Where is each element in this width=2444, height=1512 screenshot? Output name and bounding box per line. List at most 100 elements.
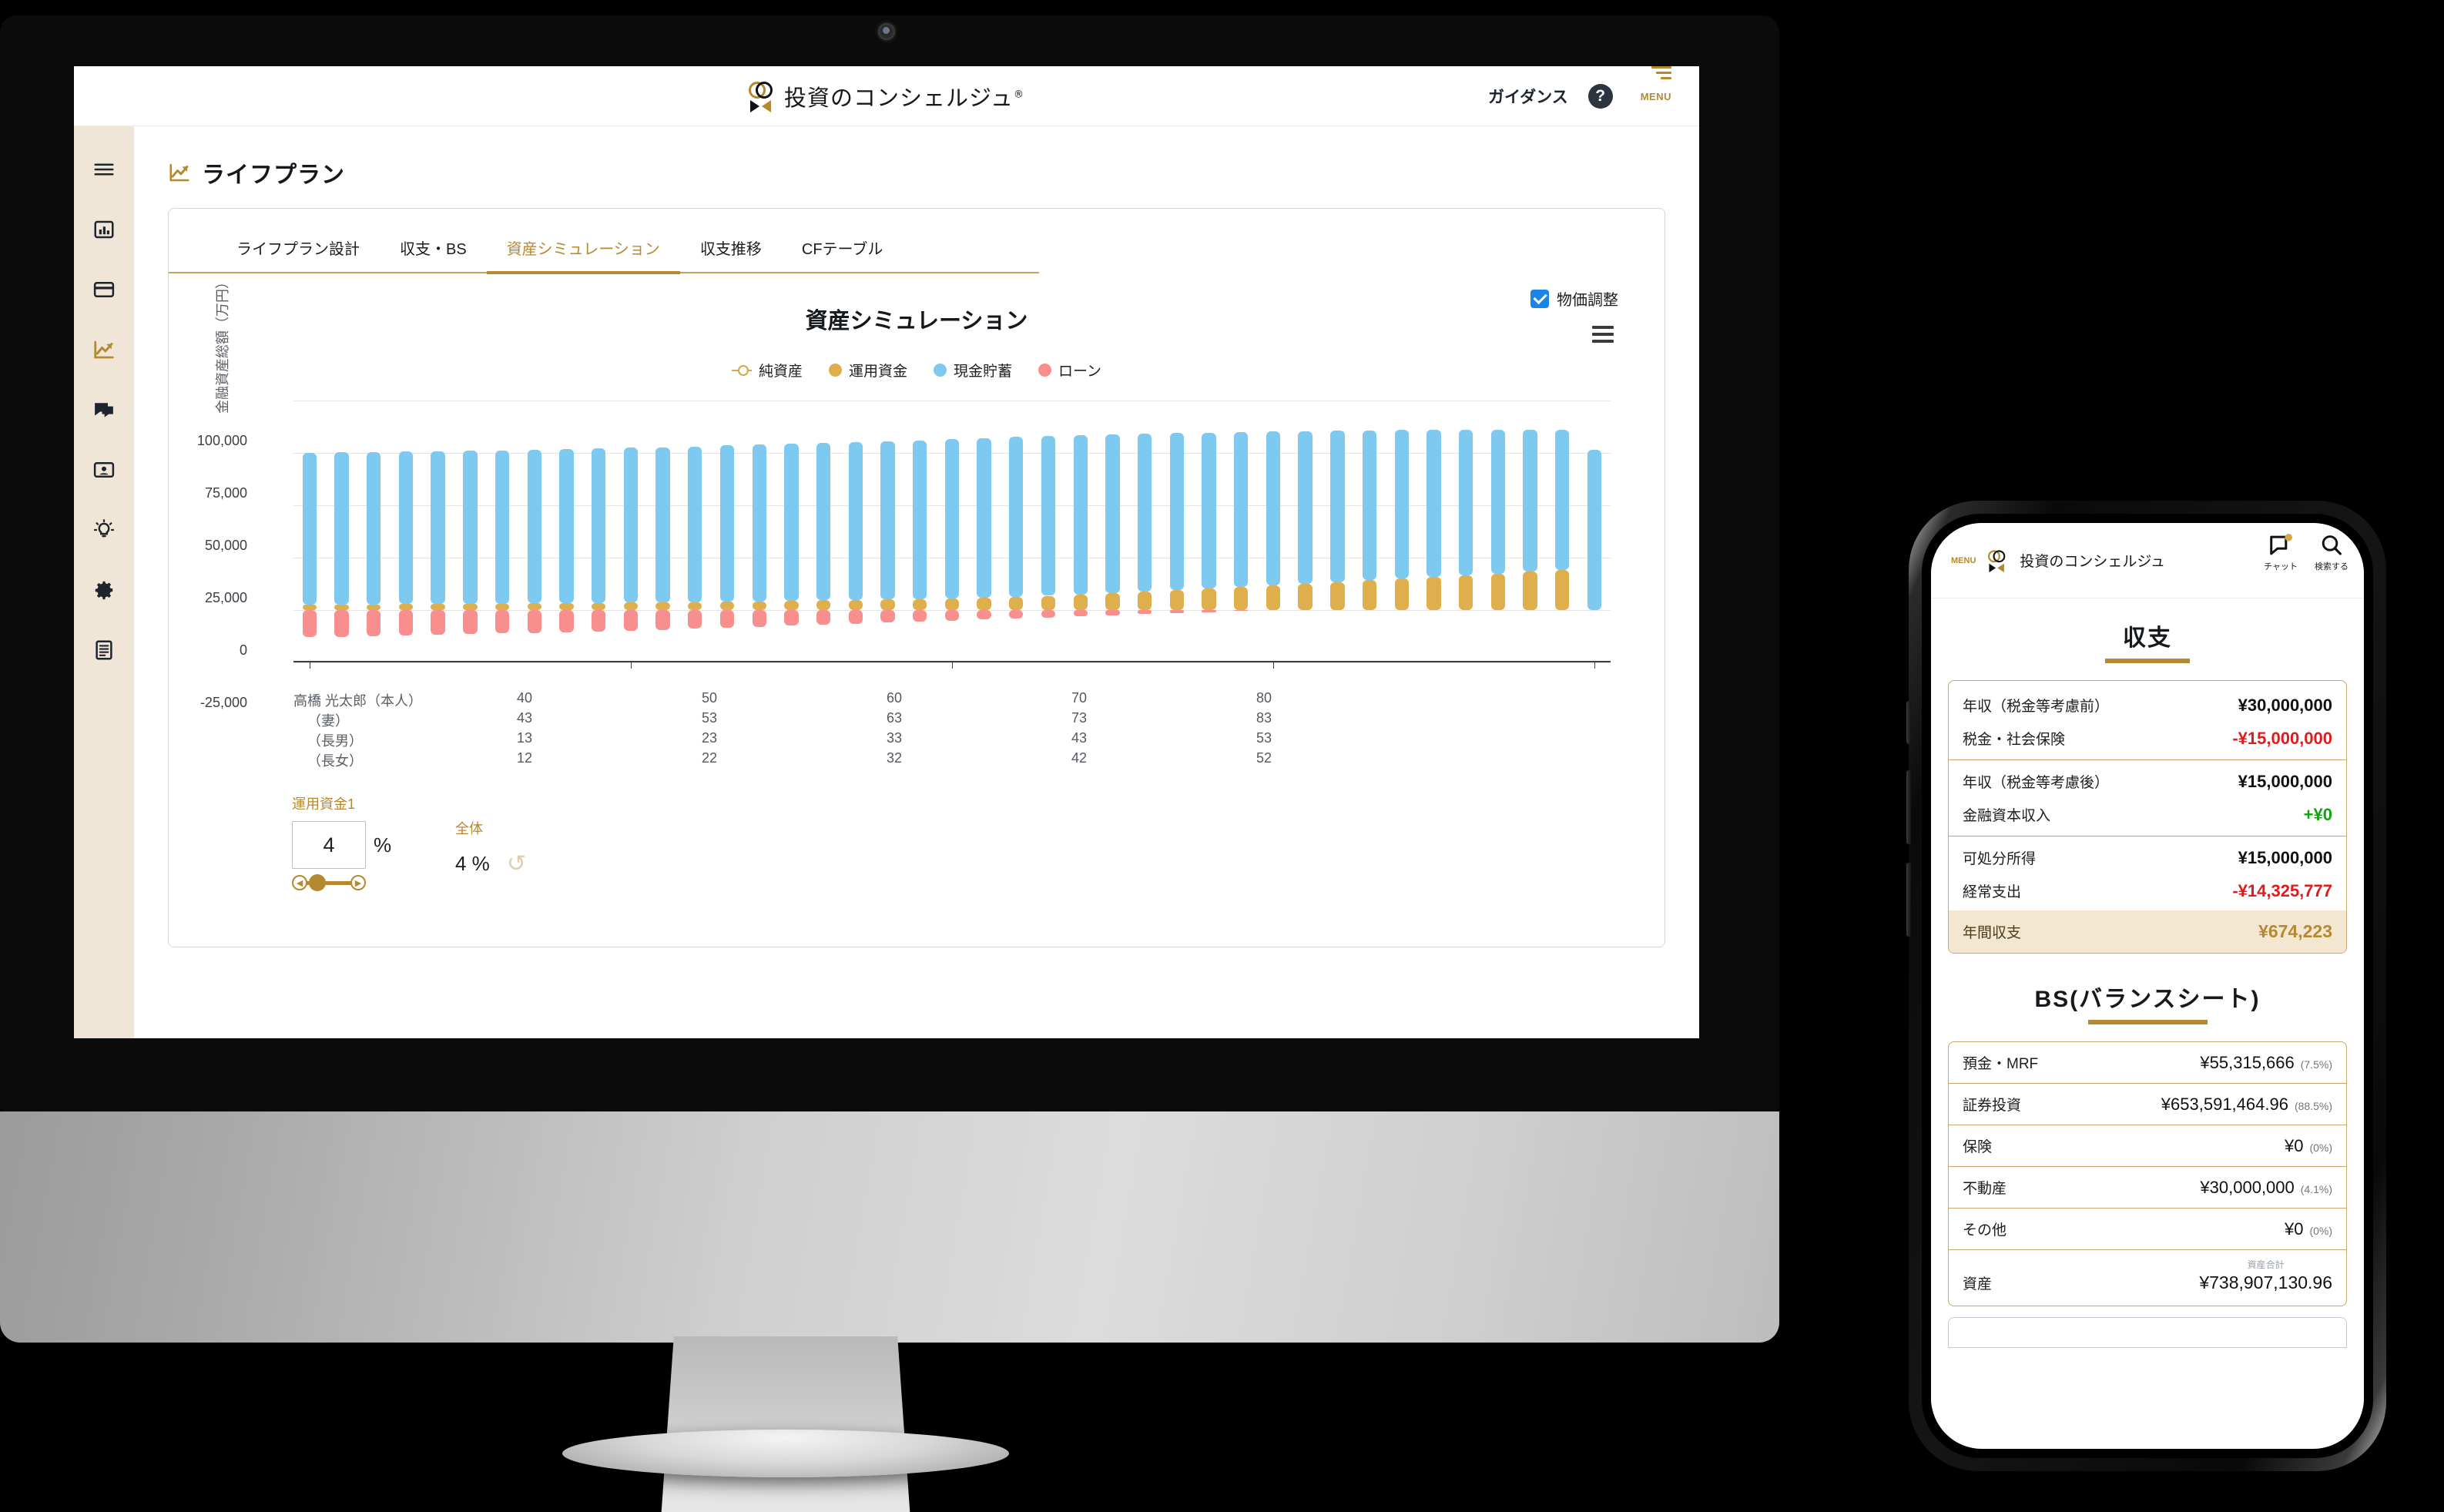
bar-group[interactable] (1289, 401, 1322, 661)
sidebar-item-hamburger[interactable] (90, 156, 118, 183)
sidebar-item-accounts[interactable] (90, 276, 118, 303)
tab-cf-table[interactable]: CFテーブル (801, 241, 883, 258)
fund1-rate-slider[interactable]: ◀ ▶ (292, 873, 366, 892)
bar-segment-investment (1105, 592, 1120, 610)
y-axis-tick: 75,000 (204, 485, 247, 501)
phone-search-button[interactable]: 検索する (2315, 534, 2348, 572)
brand-trademark: ® (1013, 88, 1024, 100)
bar-group[interactable] (582, 401, 615, 661)
help-icon[interactable]: ? (1587, 84, 1613, 109)
bar-segment-cash (1234, 431, 1249, 588)
sidebar-item-ideas[interactable] (90, 516, 118, 544)
bar-group[interactable] (647, 401, 679, 661)
bar-group[interactable] (326, 401, 358, 661)
slider-increment-icon[interactable]: ▶ (350, 875, 366, 890)
bar-group[interactable] (1418, 401, 1450, 661)
fund1-rate-input[interactable]: 4 (292, 821, 366, 869)
brand-logo[interactable]: 投資のコンシェルジュ® (749, 80, 1024, 112)
age-val: 40 (516, 690, 533, 706)
bar-group[interactable] (872, 401, 904, 661)
sidebar-item-chat[interactable] (90, 396, 118, 424)
bar-group[interactable] (840, 401, 872, 661)
bar-group[interactable] (1578, 401, 1611, 661)
bar-group[interactable] (776, 401, 808, 661)
bar-segment-investment (784, 601, 799, 610)
bar-group[interactable] (357, 401, 390, 661)
hamburger-icon (94, 163, 114, 176)
bar-group[interactable] (1225, 401, 1257, 661)
bar-group[interactable] (711, 401, 743, 661)
bar-group[interactable] (1064, 401, 1097, 661)
age-val: 60 (886, 690, 903, 706)
sidebar-item-settings[interactable] (90, 576, 118, 604)
sidebar-item-reports[interactable] (90, 636, 118, 664)
row-label: 不動産 (1963, 1181, 2007, 1197)
legend-item-cash[interactable]: 現金貯蓄 (933, 360, 1012, 381)
phone-mute-switch[interactable] (1906, 701, 1911, 744)
bar-group[interactable] (968, 401, 1001, 661)
bar-group[interactable] (1128, 401, 1161, 661)
chart-menu-icon[interactable] (1592, 326, 1614, 343)
bar-group[interactable] (1514, 401, 1547, 661)
phone-screen: MENU 投資のコンシェルジュ (1931, 523, 2364, 1449)
bar-group[interactable] (615, 401, 647, 661)
slider-knob[interactable] (309, 874, 326, 891)
age-row: 高橋 光太郎（本人） 40 50 60 70 80 (293, 690, 1611, 710)
bar-segment-cash (398, 451, 414, 605)
bar-group[interactable] (1193, 401, 1225, 661)
reset-icon[interactable]: ↺ (506, 851, 526, 877)
tab-lifeplan-design[interactable]: ライフプラン設計 (236, 241, 360, 258)
bar-group[interactable] (1546, 401, 1578, 661)
phone-chat-button[interactable]: チャット (2264, 534, 2298, 572)
bar-group[interactable] (1450, 401, 1482, 661)
bar-group[interactable] (743, 401, 776, 661)
bar-segment-investment (367, 604, 381, 610)
bar-group[interactable] (1482, 401, 1514, 661)
bar-group[interactable] (1161, 401, 1193, 661)
sidebar-item-dashboard[interactable] (90, 216, 118, 243)
slider-decrement-icon[interactable]: ◀ (292, 875, 307, 890)
sidebar-item-lifeplan[interactable] (90, 336, 118, 364)
balance-sheet-card: 預金・MRF ¥55,315,666 (7.5%) 証券投資 ¥653,591,464… (1948, 1041, 2347, 1306)
total-rate-value: 4 % (455, 852, 490, 875)
phone-volume-up-button[interactable] (1906, 770, 1911, 844)
bar-group[interactable] (807, 401, 840, 661)
phone-volume-down-button[interactable] (1906, 863, 1911, 937)
menu-button[interactable]: MENU (1633, 66, 1671, 102)
bar-segment-investment (623, 602, 639, 610)
bar-segment-cash (752, 444, 766, 602)
guidance-label[interactable]: ガイダンス (1487, 89, 1568, 106)
legend-item-networth[interactable]: 純資産 (731, 360, 803, 381)
legend-item-loan[interactable]: ローン (1038, 360, 1101, 381)
legend-item-investment[interactable]: 運用資金 (828, 360, 907, 381)
chat-bubble-icon (2270, 534, 2293, 555)
bar-group[interactable] (1032, 401, 1064, 661)
bar-group[interactable] (486, 401, 518, 661)
bar-group[interactable] (518, 401, 551, 661)
bar-group[interactable] (1000, 401, 1032, 661)
tab-cashflow-trend[interactable]: 収支推移 (699, 241, 762, 258)
bar-group[interactable] (1322, 401, 1354, 661)
bar-group[interactable] (390, 401, 422, 661)
phone-brand-logo[interactable]: 投資のコンシェルジュ (1988, 546, 2165, 575)
tab-cashflow-bs[interactable]: 収支・BS (400, 241, 467, 258)
bar-group[interactable] (904, 401, 936, 661)
bar-group[interactable] (454, 401, 487, 661)
tab-asset-simulation[interactable]: 資産シミュレーション (486, 236, 680, 274)
cpi-adjust-checkbox[interactable]: 物価調整 (1530, 287, 1618, 310)
bar-group[interactable] (1353, 401, 1386, 661)
bar-group[interactable] (1097, 401, 1129, 661)
cpi-adjust-label: 物価調整 (1557, 292, 1618, 309)
sidebar-item-profile[interactable] (90, 456, 118, 484)
bar-group[interactable] (293, 401, 326, 661)
y-axis-tick: -25,000 (199, 695, 247, 710)
row-amount: ¥15,000,000 (2238, 848, 2332, 867)
bar-group[interactable] (936, 401, 968, 661)
bar-group[interactable] (679, 401, 711, 661)
row-label: その他 (1963, 1222, 2007, 1239)
bar-group[interactable] (422, 401, 454, 661)
bar-group[interactable] (1257, 401, 1289, 661)
bar-group[interactable] (551, 401, 583, 661)
phone-menu-button[interactable]: MENU (1951, 523, 2364, 565)
bar-group[interactable] (1386, 401, 1418, 661)
